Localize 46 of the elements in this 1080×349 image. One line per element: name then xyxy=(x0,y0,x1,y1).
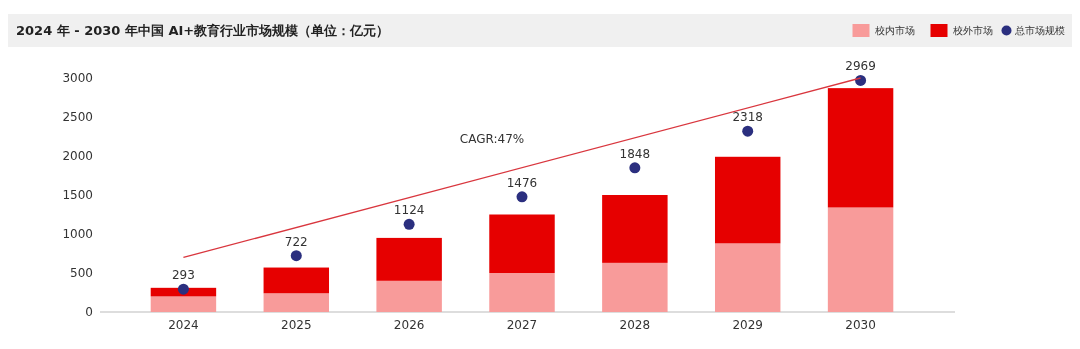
data-label: 2969 xyxy=(845,59,876,74)
point xyxy=(290,250,302,262)
y-tick-label: 3000 xyxy=(62,71,93,85)
bar xyxy=(489,214,555,273)
x-tick-label: 2025 xyxy=(281,318,312,332)
bar xyxy=(714,156,781,244)
y-tick-label: 500 xyxy=(70,266,93,280)
legend-label: 校外市场 xyxy=(951,25,993,36)
y-tick-label: 0 xyxy=(85,305,93,319)
point xyxy=(403,218,415,230)
bar xyxy=(376,237,442,281)
legend-label: 校内市场 xyxy=(873,25,915,36)
bar xyxy=(714,243,781,312)
data-label: 293 xyxy=(171,268,195,283)
annotation: CAGR:47% xyxy=(459,131,525,146)
bar xyxy=(263,267,330,294)
y-tick-label: 2500 xyxy=(62,110,93,124)
data-label: 1476 xyxy=(506,175,538,190)
bar xyxy=(263,293,330,312)
point xyxy=(629,162,641,174)
x-tick-label: 2030 xyxy=(845,318,876,332)
bar xyxy=(150,296,217,312)
bar xyxy=(602,262,668,312)
y-tick-label: 1000 xyxy=(62,227,93,241)
bar xyxy=(489,273,555,312)
bar xyxy=(827,207,894,312)
legend-label: 总市场规模 xyxy=(1013,25,1065,36)
bar xyxy=(376,280,442,312)
chart-title: 2024 年 - 2030 年中国 AI+教育行业市场规模（单位：亿元） xyxy=(16,23,390,38)
x-tick-label: 2029 xyxy=(732,318,763,332)
bar xyxy=(602,195,668,263)
data-label: 2318 xyxy=(732,110,763,125)
y-tick-label: 1500 xyxy=(62,188,93,202)
point xyxy=(855,74,867,86)
point xyxy=(177,283,189,295)
x-tick-label: 2028 xyxy=(619,318,651,332)
x-tick-label: 2024 xyxy=(168,318,199,332)
x-tick-label: 2026 xyxy=(393,318,425,332)
y-tick-label: 2000 xyxy=(62,149,93,163)
bar xyxy=(827,88,894,208)
data-label: 1124 xyxy=(393,203,425,218)
point xyxy=(742,125,754,137)
x-tick-label: 2027 xyxy=(506,318,538,332)
point xyxy=(516,191,528,203)
data-label: 722 xyxy=(284,234,308,249)
data-label: 1848 xyxy=(619,146,651,161)
